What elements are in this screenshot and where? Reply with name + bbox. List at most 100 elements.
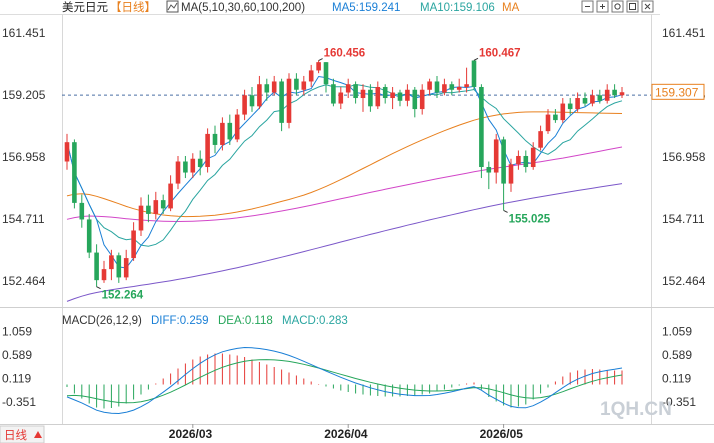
candle[interactable] bbox=[242, 89, 247, 121]
candle[interactable] bbox=[175, 155, 181, 190]
ma5-value: MA5:159.241 bbox=[332, 2, 400, 14]
candle[interactable] bbox=[168, 175, 173, 212]
candle[interactable] bbox=[86, 213, 92, 259]
candle[interactable] bbox=[442, 78, 447, 96]
candle[interactable] bbox=[567, 98, 573, 115]
candle[interactable] bbox=[331, 78, 336, 107]
plus-icon[interactable] bbox=[596, 0, 609, 13]
candle-body bbox=[138, 205, 144, 231]
candle[interactable] bbox=[590, 89, 595, 107]
candle[interactable] bbox=[146, 194, 151, 223]
candle[interactable] bbox=[212, 125, 218, 154]
candle[interactable] bbox=[597, 89, 603, 104]
candle[interactable] bbox=[101, 260, 107, 283]
candle[interactable] bbox=[79, 194, 85, 228]
period-tab-label[interactable]: 日线 bbox=[4, 428, 27, 442]
candle[interactable] bbox=[286, 73, 292, 129]
candle[interactable] bbox=[271, 75, 277, 96]
candle[interactable] bbox=[604, 84, 610, 104]
candle[interactable] bbox=[508, 158, 514, 192]
candle[interactable] bbox=[257, 75, 262, 110]
candle[interactable] bbox=[456, 78, 462, 93]
candle[interactable] bbox=[338, 86, 344, 110]
candle[interactable] bbox=[479, 84, 484, 179]
candle[interactable] bbox=[419, 84, 425, 115]
candle[interactable] bbox=[560, 98, 566, 123]
candle[interactable] bbox=[375, 81, 381, 110]
candle[interactable] bbox=[427, 78, 432, 96]
ma-params-label[interactable]: MA(5,10,30,60,100,200) bbox=[181, 2, 305, 14]
candle[interactable] bbox=[131, 222, 136, 261]
candle[interactable] bbox=[612, 84, 617, 99]
candle[interactable] bbox=[345, 78, 351, 99]
candle[interactable] bbox=[530, 142, 536, 170]
candle[interactable] bbox=[323, 62, 329, 93]
candle[interactable] bbox=[197, 150, 203, 176]
caret-up-icon[interactable] bbox=[34, 431, 42, 438]
candle[interactable] bbox=[434, 75, 440, 99]
minus-icon[interactable] bbox=[581, 0, 594, 13]
candle-body bbox=[471, 60, 477, 87]
candle[interactable] bbox=[523, 150, 529, 173]
period-label[interactable]: 【日线】 bbox=[110, 0, 156, 14]
candle[interactable] bbox=[360, 84, 366, 112]
candle[interactable] bbox=[449, 81, 455, 96]
candle[interactable] bbox=[308, 64, 314, 87]
candle[interactable] bbox=[109, 249, 114, 281]
candle[interactable] bbox=[464, 67, 469, 93]
candle[interactable] bbox=[138, 197, 144, 237]
candle[interactable] bbox=[249, 86, 255, 112]
candle[interactable] bbox=[538, 125, 543, 151]
candle[interactable] bbox=[183, 155, 188, 179]
period-tab[interactable] bbox=[0, 425, 45, 443]
ma-more-label: MA bbox=[502, 2, 520, 14]
candle[interactable] bbox=[405, 84, 410, 107]
watermark: 1QH.CN bbox=[600, 399, 672, 420]
candle[interactable] bbox=[545, 109, 551, 134]
candle[interactable] bbox=[316, 60, 321, 74]
annotation-marker bbox=[503, 210, 508, 213]
candle[interactable] bbox=[501, 136, 506, 211]
candle[interactable] bbox=[227, 114, 233, 145]
candle[interactable] bbox=[619, 86, 625, 99]
macd-params-label[interactable]: MACD(26,12,9) bbox=[62, 315, 142, 327]
candle[interactable] bbox=[264, 78, 270, 101]
candle[interactable] bbox=[116, 252, 122, 283]
candle[interactable] bbox=[160, 194, 166, 214]
candle[interactable] bbox=[94, 244, 99, 287]
candle[interactable] bbox=[279, 78, 284, 132]
candle[interactable] bbox=[123, 249, 129, 281]
price-annotation: 160.456 bbox=[324, 48, 366, 60]
candle[interactable] bbox=[72, 139, 77, 209]
candle[interactable] bbox=[493, 133, 499, 184]
candle[interactable] bbox=[575, 92, 580, 112]
candle-body bbox=[619, 92, 625, 96]
candle-body bbox=[86, 219, 92, 253]
gear-icon[interactable] bbox=[611, 0, 624, 13]
candle-body bbox=[308, 70, 314, 82]
candle[interactable] bbox=[234, 109, 240, 143]
indicator-chart-icon[interactable] bbox=[166, 0, 179, 13]
candle[interactable] bbox=[301, 75, 307, 96]
candle[interactable] bbox=[190, 153, 196, 179]
candle[interactable] bbox=[471, 60, 477, 90]
candle-body bbox=[360, 89, 366, 99]
candle[interactable] bbox=[220, 117, 225, 151]
candle[interactable] bbox=[516, 150, 521, 170]
candle-body bbox=[597, 95, 603, 101]
candle[interactable] bbox=[412, 86, 418, 118]
candle[interactable] bbox=[390, 86, 395, 110]
candle[interactable] bbox=[64, 133, 70, 170]
close-icon[interactable] bbox=[641, 0, 654, 13]
window-icon[interactable] bbox=[626, 0, 639, 13]
candle[interactable] bbox=[153, 191, 159, 220]
candle[interactable] bbox=[368, 84, 373, 112]
candle[interactable] bbox=[486, 161, 492, 190]
candle[interactable] bbox=[582, 92, 588, 107]
candle[interactable] bbox=[205, 128, 210, 173]
candle[interactable] bbox=[382, 84, 388, 104]
candle[interactable] bbox=[553, 109, 558, 123]
candle[interactable] bbox=[397, 89, 403, 107]
candle[interactable] bbox=[294, 73, 299, 96]
candle[interactable] bbox=[353, 81, 358, 104]
